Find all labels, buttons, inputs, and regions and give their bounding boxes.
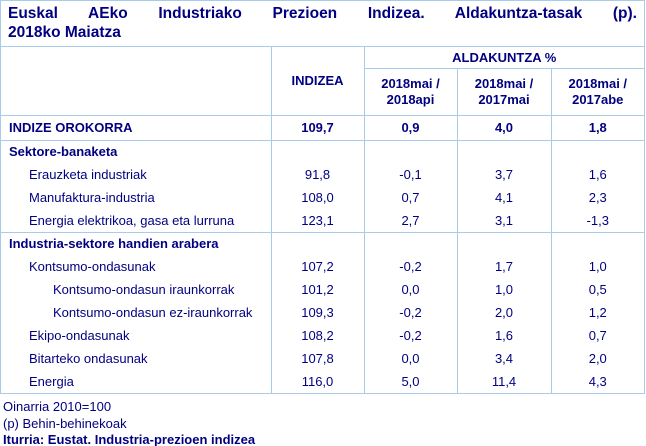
table-row: Manufaktura-industria 108,0 0,7 4,1 2,3: [1, 186, 645, 209]
row-value: 107,8: [270, 347, 364, 370]
table-body: INDIZE OROKORRA 109,7 0,9 4,0 1,8 Sektore-ban…: [1, 115, 645, 393]
change-col-header-december: 2018mai / 2017abe: [550, 68, 645, 116]
row-value: 4,1: [456, 186, 551, 209]
report-panel: Euskal AEko Industriako Prezioen Indizea…: [0, 0, 645, 394]
table-row: INDIZE OROKORRA 109,7 0,9 4,0 1,8: [1, 115, 645, 141]
row-value: 0,7: [550, 324, 645, 347]
row-value: [550, 232, 645, 255]
label-column-header-empty: [1, 47, 271, 116]
change-col-header-year: 2018mai / 2017mai: [456, 68, 551, 116]
row-value: 3,4: [456, 347, 551, 370]
change-col-header-line: 2017abe: [572, 91, 624, 107]
row-value: 0,0: [363, 347, 457, 370]
provisional-note: (p) Behin-behinekoak: [3, 415, 127, 431]
row-value: 1,2: [550, 301, 645, 324]
row-value: [363, 140, 457, 163]
header-row-groups: INDIZEA ALDAKUNTZA %: [1, 47, 645, 116]
row-value: 91,8: [270, 163, 364, 186]
index-column-header: INDIZEA: [270, 47, 364, 116]
row-value: 1,6: [456, 324, 551, 347]
row-value: 1,7: [456, 255, 551, 278]
table-row: Energia 116,0 5,0 11,4 4,3: [1, 370, 645, 393]
row-value: -1,3: [550, 209, 645, 233]
row-label: Bitarteko ondasunak: [29, 351, 148, 366]
header-row-periods: 2018mai / 2018api 2018mai / 2017mai 2018…: [1, 68, 645, 116]
row-value: 11,4: [456, 370, 551, 393]
row-value: 0,9: [363, 115, 457, 141]
table-row: Kontsumo-ondasunak 107,2 -0,2 1,7 1,0: [1, 255, 645, 278]
row-value: 2,7: [363, 209, 457, 233]
row-label: Kontsumo-ondasun ez-iraunkorrak: [53, 305, 253, 320]
source-note: Iturria: Eustat. Industria-prezioen indi…: [3, 432, 256, 446]
report-footer: Oinarria 2010=100 (p) Behin-behinekoak I…: [0, 394, 646, 446]
change-col-header-line: 2018mai /: [381, 75, 440, 91]
table-row: Energia elektrikoa, gasa eta lurruna 123,…: [1, 209, 645, 233]
change-col-header-line: 2018mai /: [568, 75, 628, 91]
table-row: Sektore-banaketa: [1, 140, 645, 163]
row-label: Ekipo-ondasunak: [29, 328, 130, 343]
table-row: Bitarteko ondasunak 107,8 0,0 3,4 2,0: [1, 347, 645, 370]
table-header: INDIZEA ALDAKUNTZA % 2018mai / 2018api 2…: [1, 47, 645, 116]
row-value: [363, 232, 457, 255]
row-label: Erauzketa industriak: [29, 167, 147, 182]
row-label: Energia: [29, 374, 74, 389]
row-value: [550, 140, 645, 163]
row-value: 1,0: [550, 255, 645, 278]
row-value: 0,7: [363, 186, 457, 209]
row-label: Sektore-banaketa: [9, 144, 118, 160]
row-value: 2,0: [456, 301, 551, 324]
table-row: Ekipo-ondasunak 108,2 -0,2 1,6 0,7: [1, 324, 645, 347]
row-value: -0,2: [363, 255, 457, 278]
row-value: 109,7: [270, 115, 364, 141]
row-label: Energia elektrikoa, gasa eta lurruna: [1, 209, 271, 233]
row-value: -0,1: [363, 163, 457, 186]
row-value: 2,3: [550, 186, 645, 209]
change-group-header: ALDAKUNTZA %: [363, 47, 645, 69]
change-col-header-line: 2017mai: [478, 91, 530, 107]
row-label: Industria-sektore handien arabera: [9, 236, 219, 252]
table-row: Erauzketa industriak 91,8 -0,1 3,7 1,6: [1, 163, 645, 186]
row-value: 5,0: [363, 370, 457, 393]
row-value: 4,3: [550, 370, 645, 393]
table-row: Kontsumo-ondasun ez-iraunkorrak 109,3 -0,2…: [1, 301, 645, 324]
table-row: Kontsumo-ondasun iraunkorrak 101,2 0,0 1,0 0…: [1, 278, 645, 301]
change-col-header-line: 2018mai /: [474, 75, 534, 91]
change-col-header-month: 2018mai / 2018api: [363, 68, 457, 116]
report-title-line2: 2018ko Maiatza: [8, 24, 121, 41]
price-index-table: INDIZEA ALDAKUNTZA % 2018mai / 2018api 2…: [1, 47, 645, 393]
row-value: -0,2: [363, 301, 457, 324]
report-title: Euskal AEko Industriako Prezioen Indizea…: [1, 1, 644, 47]
row-value: 0,0: [363, 278, 457, 301]
row-label: Kontsumo-ondasunak: [29, 259, 156, 274]
row-value: 108,2: [270, 324, 364, 347]
row-value: 1,6: [550, 163, 645, 186]
row-value: 2,0: [550, 347, 645, 370]
row-value: [456, 140, 551, 163]
row-value: 108,0: [270, 186, 364, 209]
row-value: 4,0: [456, 115, 551, 141]
table-row: Industria-sektore handien arabera: [1, 232, 645, 255]
row-value: 101,2: [270, 278, 364, 301]
base-note: Oinarria 2010=100: [3, 399, 112, 414]
change-col-header-line: 2018api: [386, 91, 435, 107]
row-value: [270, 140, 364, 163]
row-value: 123,1: [270, 209, 364, 233]
row-value: 1,8: [550, 115, 645, 141]
row-value: [456, 232, 551, 255]
row-value: 3,7: [456, 163, 551, 186]
row-value: 0,5: [550, 278, 645, 301]
row-value: 3,1: [456, 209, 551, 233]
report-title-line1: Euskal AEko Industriako Prezioen Indizea…: [8, 5, 637, 22]
row-label: INDIZE OROKORRA: [1, 115, 271, 141]
row-label: Manufaktura-industria: [29, 190, 155, 205]
row-value: [270, 232, 364, 255]
row-value: 107,2: [270, 255, 364, 278]
row-value: 116,0: [270, 370, 364, 393]
row-value: 1,0: [456, 278, 551, 301]
row-value: 109,3: [270, 301, 364, 324]
row-value: -0,2: [363, 324, 457, 347]
row-label: Kontsumo-ondasun iraunkorrak: [53, 282, 235, 297]
